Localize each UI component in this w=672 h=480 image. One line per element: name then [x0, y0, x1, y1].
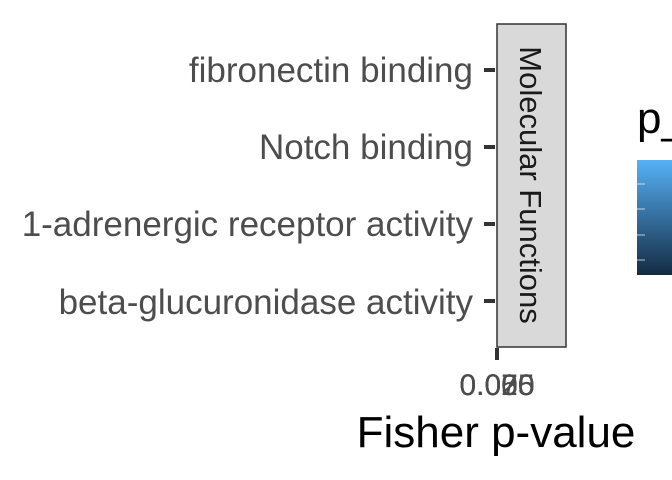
legend-colorbar: [637, 160, 672, 275]
y-axis: [484, 68, 499, 360]
x-tick-label-4: 0.075: [459, 369, 534, 402]
facet-strip-label: Molecular Functions: [513, 46, 548, 323]
y-tick-label-2: Notch binding: [259, 128, 473, 167]
legend-colorbar-ticks: [637, 183, 645, 261]
x-tick-label-1: 0.000: [459, 369, 534, 402]
y-tick-label-4: beta-glucuronidase activity: [59, 283, 474, 322]
legend-title: p_: [637, 94, 672, 143]
facet-strip: [496, 23, 567, 348]
x-axis-title: Fisher p-value: [357, 408, 636, 457]
y-tick-label-1: fibronectin binding: [189, 51, 473, 90]
x-tick-label-3: 0.050: [459, 369, 534, 402]
x-tick-label-2: 0.025: [459, 369, 534, 402]
y-tick-label-3: 1-adrenergic receptor activity: [22, 205, 474, 244]
